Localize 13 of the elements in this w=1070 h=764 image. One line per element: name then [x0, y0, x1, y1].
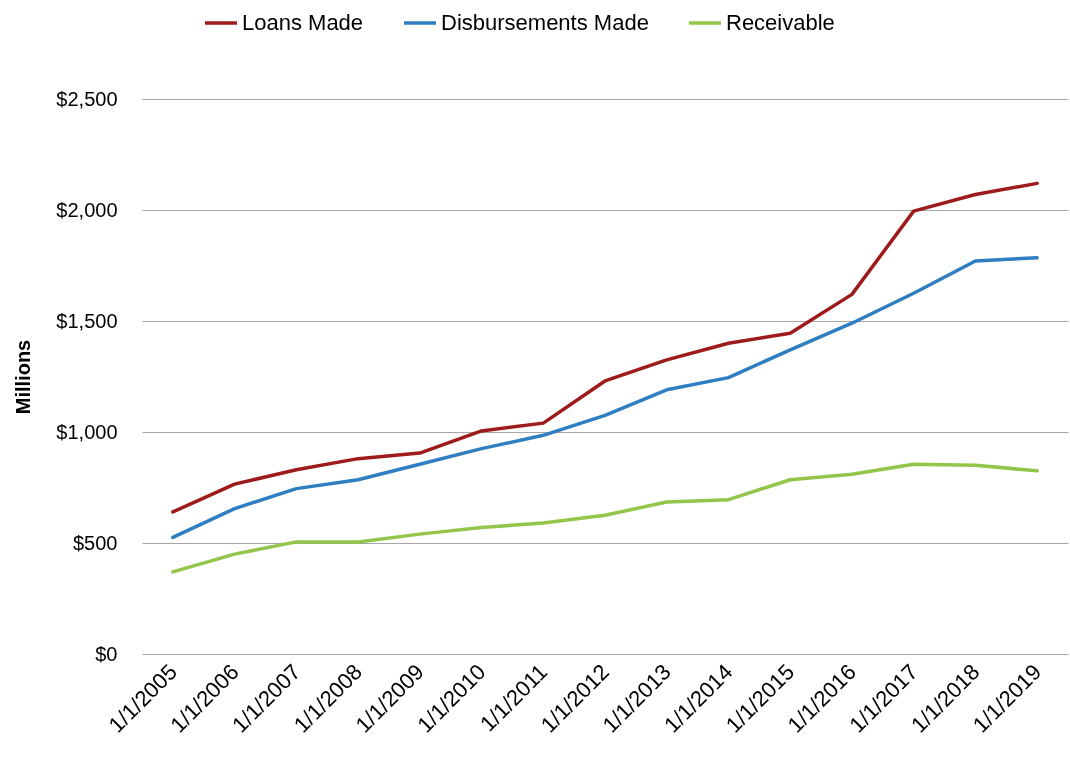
y-tick-label: $2,500 [56, 87, 118, 110]
legend-label: Loans Made [242, 10, 364, 35]
line-series [171, 462, 1039, 574]
y-tick-label: $1,000 [56, 420, 118, 443]
y-tick-label: $0 [95, 642, 118, 665]
legend-label: Receivable [726, 10, 835, 35]
y-tick-label: $2,000 [56, 198, 118, 221]
y-tick-label: $500 [73, 531, 118, 554]
y-tick-label: $1,500 [56, 309, 118, 332]
legend-label: Disbursements Made [441, 10, 649, 35]
y-axis-title: Millions [12, 339, 35, 415]
line-series [171, 181, 1039, 514]
line-series [171, 255, 1039, 540]
